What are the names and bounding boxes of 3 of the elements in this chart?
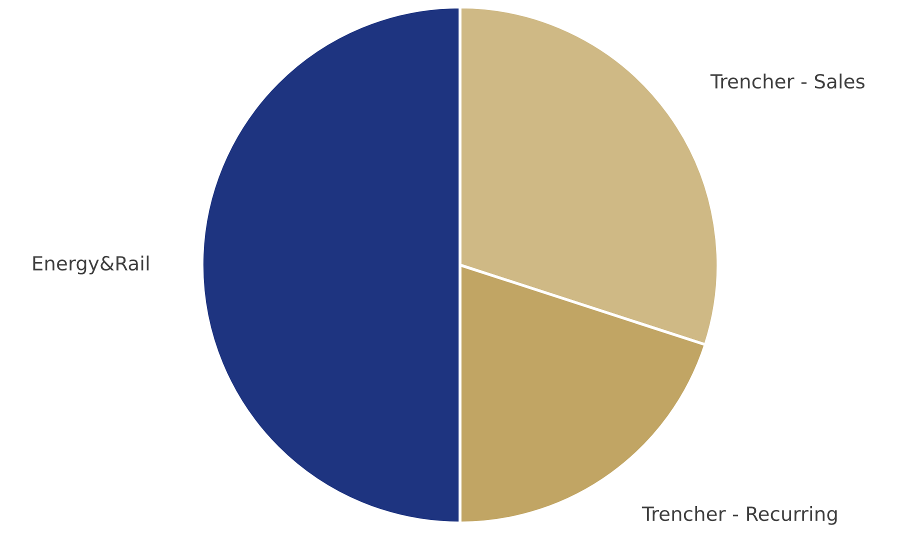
slice-label: Energy&Rail (33, 256, 149, 274)
slice-label: Trencher - Recurring (642, 506, 837, 525)
slice-label: Trencher - Sales (710, 74, 864, 89)
